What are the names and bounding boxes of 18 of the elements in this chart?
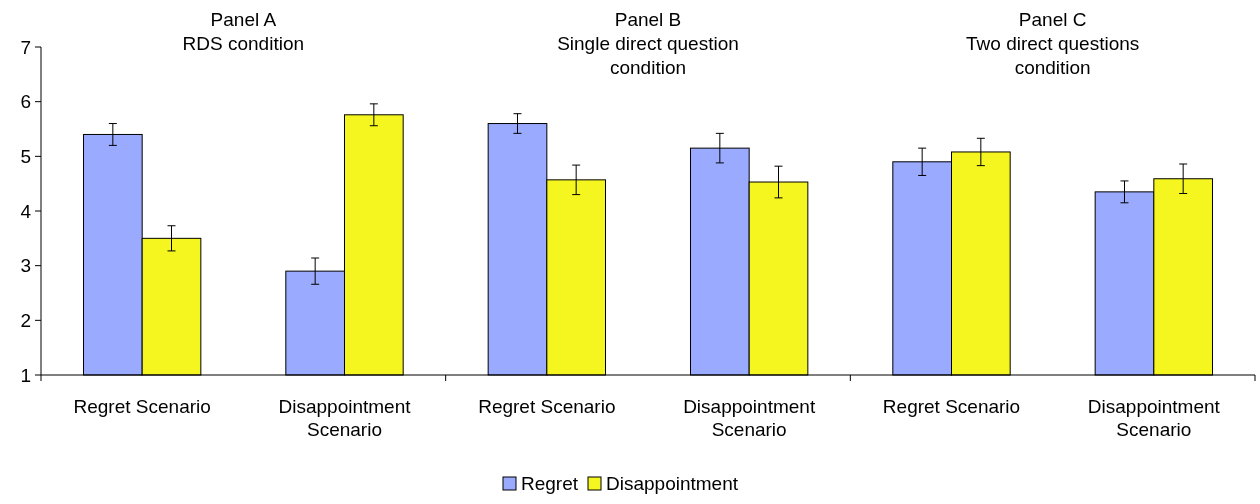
y-tick-label: 1 (20, 364, 31, 386)
x-tick-label: Disappointment Scenario (683, 396, 816, 440)
x-tick-label: Regret Scenario (882, 396, 1021, 417)
y-tick-label: 4 (20, 200, 32, 222)
y-tick-label: 6 (20, 91, 31, 113)
y-tick-label: 5 (20, 145, 31, 167)
annotation: Panel B Single direct question condition (557, 9, 739, 78)
annotation: Panel A RDS condition (182, 9, 305, 54)
y-tick-label: 2 (20, 309, 31, 331)
x-tick-label: Regret Scenario (478, 396, 616, 417)
annotation: Panel C Two direct questions condition (966, 9, 1140, 78)
x-tick-label: Disappointment Scenario (1087, 396, 1221, 440)
y-tick-label: 7 (20, 36, 31, 58)
x-tick-label: Regret Scenario (73, 396, 211, 417)
x-tick-label: Disappointment Scenario (278, 396, 412, 440)
y-tick-label: 3 (20, 255, 31, 277)
legend-label: Disappointment (606, 473, 739, 494)
legend-label: Regret (521, 473, 579, 494)
